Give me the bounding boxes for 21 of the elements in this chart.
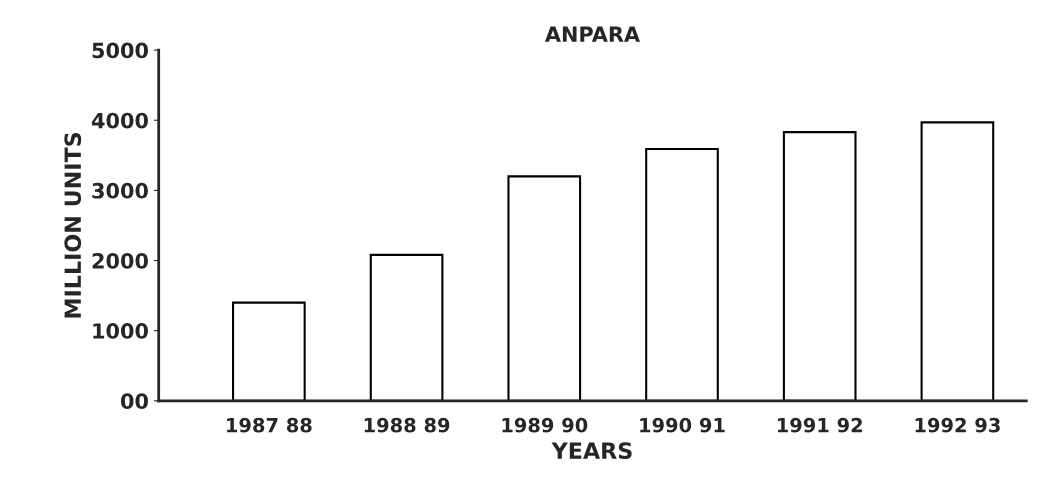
bar: [232, 301, 306, 401]
x-tick-label: 1992 93: [915, 417, 1000, 433]
y-tick-label: 3000: [92, 182, 148, 199]
x-tick-label: 1990 91: [640, 417, 725, 433]
y-tick-label: 00: [120, 393, 148, 410]
bar: [920, 121, 995, 401]
y-tick-label: 1000: [93, 323, 148, 339]
x-tick-label: 1991 92: [777, 417, 862, 433]
y-axis-title: MILLION UNITS: [64, 132, 82, 318]
y-tick-label: 4000: [91, 112, 148, 129]
y-tick-label: 5000: [92, 42, 148, 59]
x-tick-label: 1988 89: [364, 417, 450, 433]
x-tick-label: 1987 88: [227, 417, 312, 433]
x-axis-title: YEARS: [551, 442, 632, 460]
y-tick-label: 2000: [92, 252, 148, 269]
bar: [507, 175, 582, 401]
bar: [645, 147, 719, 401]
bar: [369, 253, 444, 401]
bar: [782, 131, 857, 401]
x-tick-label: 1989 90: [502, 417, 588, 433]
chart-title: ANPARA: [544, 26, 640, 42]
